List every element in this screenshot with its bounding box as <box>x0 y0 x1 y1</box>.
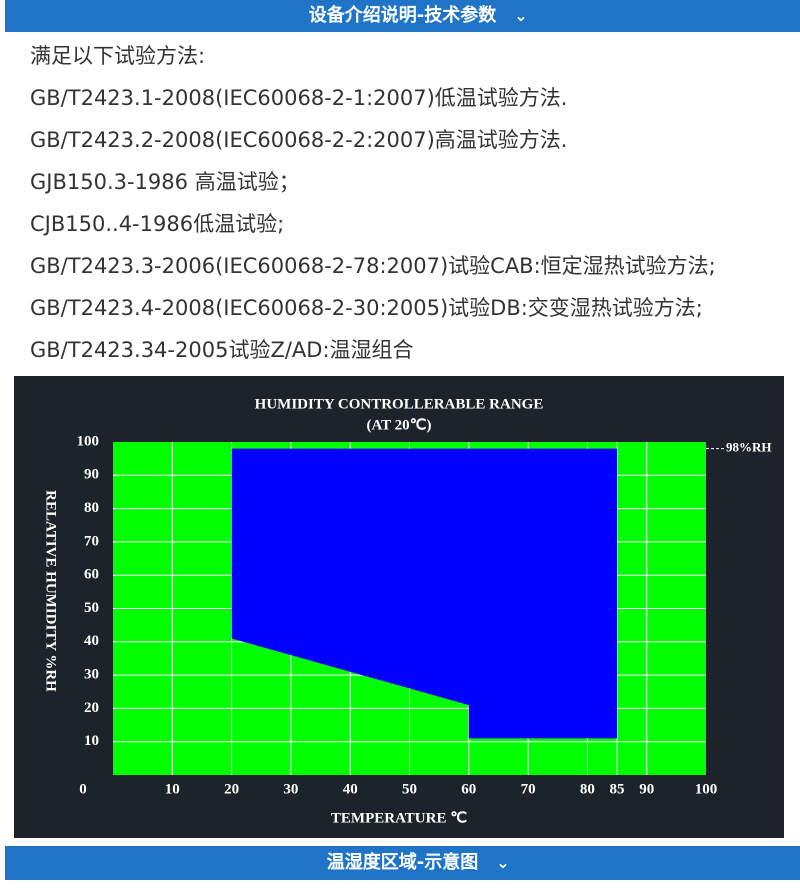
x-tick-label: 100 <box>695 781 718 797</box>
chart-title: HUMIDITY CONTROLLERABLE RANGE <box>255 396 544 412</box>
y-tick-label: 40 <box>84 633 99 649</box>
y-tick-label: 90 <box>84 467 99 483</box>
annotation: 98%RH <box>726 440 772 455</box>
intro: 满足以下试验方法: <box>30 44 206 68</box>
standard-line: GB/T2423.34-2005试验Z/AD:温湿组合 <box>30 338 414 362</box>
x-axis-label: TEMPERATURE ℃ <box>331 810 467 826</box>
y-tick-label: 70 <box>84 533 99 549</box>
x-tick-label: 0 <box>79 781 87 797</box>
footer-bar: 温湿度区域-示意图 ⌄ <box>5 846 800 880</box>
standard-line: GB/T2423.1-2008(IEC60068-2-1:2007)低温试验方法… <box>30 86 568 110</box>
standard-line: GB/T2423.2-2008(IEC60068-2-2:2007)高温试验方法… <box>30 128 568 152</box>
x-tick-label: 50 <box>402 781 417 797</box>
x-tick-label: 85 <box>610 781 625 797</box>
footer-title: 温湿度区域-示意图 <box>326 852 479 873</box>
x-tick-label: 60 <box>461 781 476 797</box>
standard-line: CJB150..4-1986低温试验; <box>30 212 285 236</box>
range-area <box>231 448 618 739</box>
chart: HUMIDITY CONTROLLERABLE RANGE (AT 20℃) T… <box>14 376 784 838</box>
standard-line: GB/T2423.3-2006(IEC60068-2-78:2007)试验CAB… <box>30 254 716 278</box>
chevron: ⌄ <box>514 6 528 25</box>
y-tick-label: 80 <box>84 500 99 516</box>
y-tick-label: 100 <box>77 433 100 449</box>
header-bar: 设备介绍说明-技术参数 ⌄ <box>5 0 800 32</box>
standard-line: GJB150.3-1986 高温试验； <box>30 170 300 194</box>
x-tick-label: 70 <box>521 781 536 797</box>
y-tick-label: 50 <box>84 600 99 616</box>
standard-line: GB/T2423.4-2008(IEC60068-2-30:2005)试验DB:… <box>30 296 703 320</box>
chart-subtitle: (AT 20℃) <box>366 417 431 433</box>
y-tick-label: 60 <box>84 567 99 583</box>
x-tick-label: 10 <box>165 781 180 797</box>
y-tick-label: 10 <box>84 733 99 749</box>
x-tick-label: 90 <box>639 781 654 797</box>
x-tick-label: 30 <box>283 781 298 797</box>
x-tick-label: 40 <box>343 781 358 797</box>
chevron: ⌄ <box>496 853 510 872</box>
x-tick-label: 80 <box>580 781 595 797</box>
x-tick-label: 20 <box>224 781 239 797</box>
y-tick-label: 30 <box>84 667 99 683</box>
header-title: 设备介绍说明-技术参数 <box>308 5 497 26</box>
y-tick-label: 20 <box>84 700 99 716</box>
y-axis-label: RELATIVE HUMIDITY %RH <box>43 490 59 692</box>
